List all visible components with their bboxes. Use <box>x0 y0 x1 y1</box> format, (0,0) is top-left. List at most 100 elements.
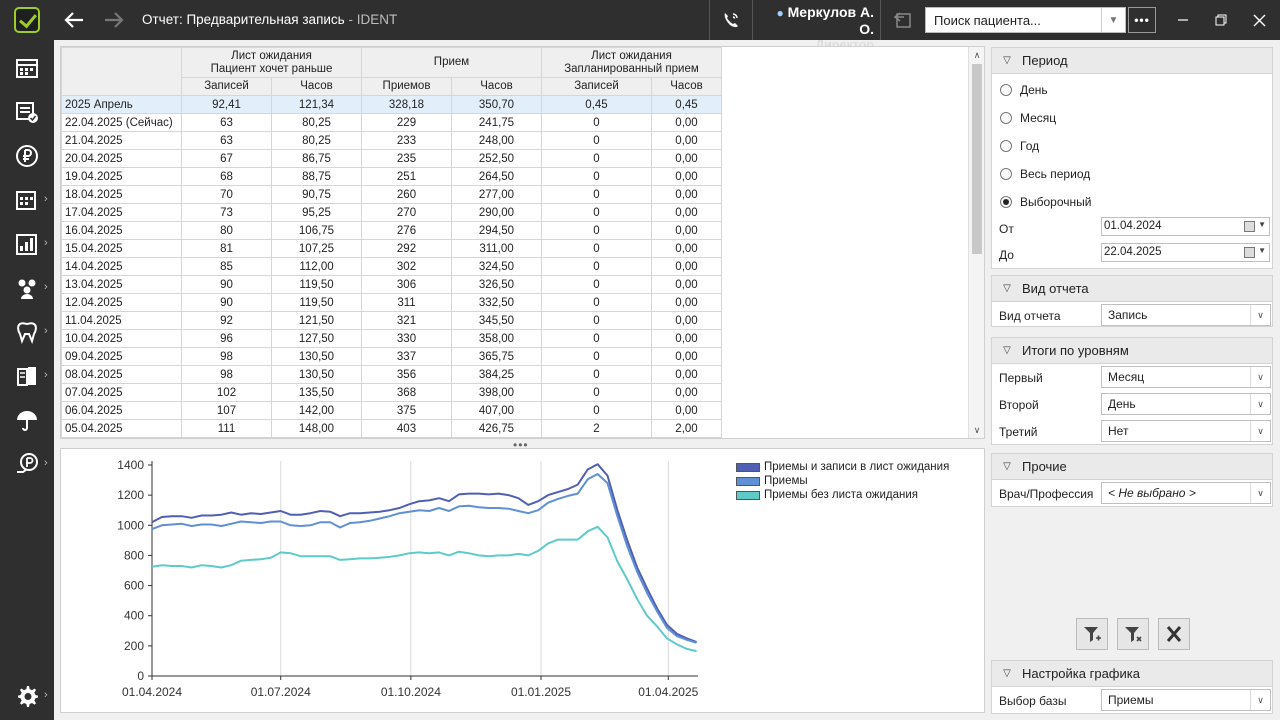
phone-icon[interactable] <box>714 0 748 40</box>
back-arrow-icon[interactable] <box>60 0 88 40</box>
table-cell: 80 <box>181 221 272 240</box>
collapse-triangle-icon[interactable]: ▽ <box>1003 461 1011 472</box>
calendar-icon[interactable]: › <box>0 180 54 220</box>
levels-header[interactable]: ▽ Итоги по уровням <box>992 338 1272 364</box>
radio-circle-icon[interactable] <box>1000 140 1012 152</box>
doctor-profession-select[interactable]: < Не выбрано > ∨ <box>1101 482 1271 504</box>
col-header-appointments[interactable]: Приемов <box>361 77 452 96</box>
collapse-triangle-icon[interactable]: ▽ <box>1003 283 1011 294</box>
radio-circle-icon[interactable] <box>1000 196 1012 208</box>
radio-circle-icon[interactable] <box>1000 168 1012 180</box>
calendar-icon[interactable] <box>1244 247 1255 258</box>
col-header-records[interactable]: Записей <box>541 77 652 96</box>
radio-circle-icon[interactable] <box>1000 112 1012 124</box>
chart-base-select[interactable]: Приемы ∨ <box>1101 689 1271 711</box>
minimize-icon[interactable] <box>1168 0 1198 40</box>
period-option-radio[interactable]: Весь период <box>992 160 1272 188</box>
calendar-icon[interactable] <box>1244 221 1255 232</box>
tooth-icon[interactable]: › <box>0 312 54 352</box>
collapse-triangle-icon[interactable]: ▽ <box>1003 55 1011 66</box>
table-row[interactable]: 06.04.2025 107 142,00 375 407,00 0 0,00 <box>61 401 722 420</box>
row-label-cell: 17.04.2025 <box>61 203 182 222</box>
chevron-down-icon[interactable]: ∨ <box>1250 367 1270 387</box>
schedule-icon[interactable] <box>0 48 54 88</box>
reports-chart-icon[interactable]: › <box>0 224 54 264</box>
date-from-input[interactable]: 01.04.2024 ▼ <box>1101 217 1270 236</box>
settings-gear-icon[interactable]: › <box>0 676 54 716</box>
col-header-records[interactable]: Записей <box>181 77 272 96</box>
group-header-appointments[interactable]: Прием <box>361 47 542 78</box>
table-row[interactable]: 11.04.2025 92 121,50 321 345,50 0 0,00 <box>61 311 722 330</box>
table-row[interactable]: 22.04.2025 (Сейчас) 63 80,25 229 241,75 0 0,00 <box>61 113 722 132</box>
date-to-input[interactable]: 22.04.2025 ▼ <box>1101 243 1270 262</box>
table-row[interactable]: 05.04.2025 111 148,00 403 426,75 2 2,00 <box>61 419 722 438</box>
add-filter-button[interactable] <box>1076 618 1108 650</box>
chevron-down-icon[interactable]: ▼ <box>1101 8 1125 32</box>
report-type-header[interactable]: ▽ Вид отчета <box>992 276 1272 302</box>
level-second-select[interactable]: День ∨ <box>1101 393 1271 415</box>
y-tick-label: 400 <box>124 609 144 623</box>
period-header[interactable]: ▽ Период <box>992 48 1272 74</box>
table-row[interactable]: 13.04.2025 90 119,50 306 326,50 0 0,00 <box>61 275 722 294</box>
table-row[interactable]: 20.04.2025 67 86,75 235 252,50 0 0,00 <box>61 149 722 168</box>
vertical-scrollbar[interactable]: ∧ ∨ <box>968 47 984 438</box>
table-row[interactable]: 14.04.2025 85 112,00 302 324,50 0 0,00 <box>61 257 722 276</box>
patient-search-input[interactable]: Поиск пациента... ▼ <box>925 7 1126 33</box>
table-row[interactable]: 21.04.2025 63 80,25 233 248,00 0 0,00 <box>61 131 722 150</box>
level-first-select[interactable]: Месяц ∨ <box>1101 366 1271 388</box>
group-header-waitlist-planned[interactable]: Лист ожидания Запланированный прием <box>541 47 722 78</box>
chevron-down-icon[interactable]: ∨ <box>1250 394 1270 414</box>
table-row[interactable]: 09.04.2025 98 130,50 337 365,75 0 0,00 <box>61 347 722 366</box>
chevron-down-icon[interactable]: ∨ <box>1250 483 1270 503</box>
patients-icon[interactable]: › <box>0 268 54 308</box>
scroll-down-icon[interactable]: ∨ <box>973 425 981 435</box>
chevron-down-icon[interactable]: ∨ <box>1250 421 1270 441</box>
report-type-select[interactable]: Запись ∨ <box>1101 304 1271 326</box>
chevron-down-icon[interactable]: ▼ <box>1258 220 1266 229</box>
period-option-radio[interactable]: Выборочный <box>992 188 1272 216</box>
col-header-hours[interactable]: Часов <box>271 77 362 96</box>
chevron-down-icon[interactable]: ▼ <box>1258 246 1266 255</box>
scroll-thumb[interactable] <box>972 64 982 254</box>
chart-settings-header[interactable]: ▽ Настройка графика <box>992 661 1272 687</box>
chevron-down-icon[interactable]: ∨ <box>1250 690 1270 710</box>
table-row[interactable]: 18.04.2025 70 90,75 260 277,00 0 0,00 <box>61 185 722 204</box>
restore-icon[interactable] <box>1206 0 1236 40</box>
history-back-icon[interactable] <box>884 0 918 40</box>
collapse-triangle-icon[interactable]: ▽ <box>1003 345 1011 356</box>
table-row[interactable]: 12.04.2025 90 119,50 311 332,50 0 0,00 <box>61 293 722 312</box>
app-logo-icon[interactable] <box>14 7 40 33</box>
table-row[interactable]: 07.04.2025 102 135,50 368 398,00 0 0,00 <box>61 383 722 402</box>
ruble-icon[interactable] <box>0 136 54 176</box>
table-row[interactable]: 16.04.2025 80 106,75 276 294,50 0 0,00 <box>61 221 722 240</box>
scroll-up-icon[interactable]: ∧ <box>973 50 981 60</box>
period-option-radio[interactable]: День <box>992 76 1272 104</box>
tasks-icon[interactable] <box>0 92 54 132</box>
level-third-select[interactable]: Нет ∨ <box>1101 420 1271 442</box>
clear-filters-button[interactable] <box>1158 618 1190 650</box>
table-row[interactable]: 08.04.2025 98 130,50 356 384,25 0 0,00 <box>61 365 722 384</box>
insurance-umbrella-icon[interactable] <box>0 400 54 440</box>
table-row[interactable]: 10.04.2025 96 127,50 330 358,00 0 0,00 <box>61 329 722 348</box>
documents-icon[interactable]: › <box>0 356 54 396</box>
table-row[interactable]: 2025 Апрель 92,41 121,34 328,18 350,70 0,45 0,… <box>61 95 722 114</box>
collapse-triangle-icon[interactable]: ▽ <box>1003 668 1011 679</box>
period-option-radio[interactable]: Год <box>992 132 1272 160</box>
table-row[interactable]: 15.04.2025 81 107,25 292 311,00 0 0,00 <box>61 239 722 258</box>
table-cell: 148,00 <box>271 419 362 438</box>
more-options-button[interactable]: ••• <box>1128 7 1156 33</box>
table-row[interactable]: 19.04.2025 68 88,75 251 264,50 0 0,00 <box>61 167 722 186</box>
close-icon[interactable] <box>1244 0 1274 40</box>
period-option-radio[interactable]: Месяц <box>992 104 1272 132</box>
forward-arrow-icon[interactable] <box>100 0 128 40</box>
col-header-hours[interactable]: Часов <box>451 77 542 96</box>
chevron-right-icon: › <box>44 281 48 293</box>
radio-circle-icon[interactable] <box>1000 84 1012 96</box>
other-header[interactable]: ▽ Прочие <box>992 454 1272 480</box>
col-header-hours[interactable]: Часов <box>651 77 722 96</box>
chevron-down-icon[interactable]: ∨ <box>1250 305 1270 325</box>
group-header-waitlist-earlier[interactable]: Лист ожидания Пациент хочет раньше <box>181 47 362 78</box>
payments-icon[interactable]: › <box>0 444 54 484</box>
remove-filter-button[interactable] <box>1117 618 1149 650</box>
table-row[interactable]: 17.04.2025 73 95,25 270 290,00 0 0,00 <box>61 203 722 222</box>
